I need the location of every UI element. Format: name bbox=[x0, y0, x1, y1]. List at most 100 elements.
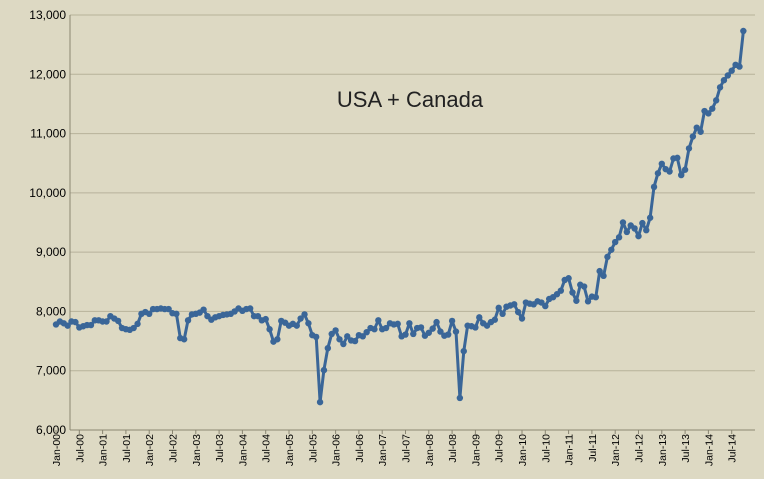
x-tick-label: Jul-04 bbox=[261, 434, 273, 463]
data-point bbox=[712, 97, 720, 104]
data-point bbox=[495, 304, 502, 312]
data-point bbox=[740, 27, 747, 35]
data-point bbox=[646, 214, 654, 221]
data-point bbox=[332, 327, 339, 334]
x-tick-label: Jul-05 bbox=[307, 434, 319, 463]
y-tick-label: 7,000 bbox=[36, 364, 66, 378]
data-point bbox=[297, 315, 304, 322]
data-point bbox=[499, 310, 506, 317]
data-point bbox=[728, 67, 735, 74]
x-tick-label: Jul-09 bbox=[494, 434, 506, 463]
data-point bbox=[650, 183, 658, 191]
y-tick-label: 11,000 bbox=[30, 127, 66, 141]
x-tick-label: Jul-00 bbox=[74, 434, 86, 463]
data-point bbox=[681, 166, 689, 173]
data-point bbox=[425, 329, 432, 336]
data-point bbox=[87, 321, 95, 329]
data-point bbox=[134, 320, 141, 328]
gridlines bbox=[70, 14, 755, 431]
data-point bbox=[340, 340, 347, 348]
data-point bbox=[402, 331, 409, 338]
data-point bbox=[658, 160, 665, 168]
data-point bbox=[685, 145, 693, 152]
x-tick-label: Jan-07 bbox=[377, 434, 389, 466]
data-point bbox=[573, 297, 580, 304]
data-point bbox=[592, 294, 599, 301]
data-point bbox=[254, 312, 262, 320]
data-point bbox=[608, 246, 615, 253]
data-point bbox=[600, 272, 607, 280]
data-point bbox=[716, 84, 724, 91]
x-tick-label: Jul-03 bbox=[214, 434, 226, 463]
data-point bbox=[569, 289, 576, 296]
data-point bbox=[654, 170, 662, 177]
data-point bbox=[274, 336, 281, 343]
data-point bbox=[246, 305, 254, 312]
data-point bbox=[429, 325, 436, 332]
data-point bbox=[460, 347, 467, 355]
data-point bbox=[542, 302, 549, 310]
data-point bbox=[445, 331, 452, 338]
x-tick-label: Jul-13 bbox=[680, 434, 692, 463]
y-tick-label: 6,000 bbox=[36, 423, 66, 437]
data-point bbox=[262, 315, 269, 323]
x-tick-label: Jan-00 bbox=[51, 434, 63, 466]
data-point bbox=[452, 328, 460, 335]
data-point bbox=[184, 317, 192, 324]
y-tick-label: 12,000 bbox=[29, 67, 66, 81]
data-point bbox=[472, 324, 479, 331]
y-tick-label: 13,000 bbox=[29, 8, 66, 22]
data-point bbox=[375, 317, 382, 324]
data-point bbox=[557, 287, 565, 294]
x-tick-label: Jan-05 bbox=[284, 434, 296, 466]
data-point bbox=[448, 317, 456, 325]
data-point bbox=[351, 337, 359, 345]
data-point bbox=[643, 227, 650, 234]
x-tick-label: Jan-04 bbox=[237, 434, 249, 466]
data-point bbox=[476, 314, 483, 321]
data-point bbox=[724, 72, 732, 79]
data-point bbox=[666, 168, 673, 175]
data-point bbox=[697, 128, 704, 135]
data-point bbox=[382, 324, 390, 332]
data-point bbox=[689, 133, 697, 140]
x-tick-label: Jan-13 bbox=[657, 434, 669, 466]
data-point bbox=[736, 63, 743, 70]
x-tick-label: Jul-02 bbox=[168, 434, 180, 463]
data-point bbox=[410, 330, 417, 338]
x-tick-label: Jan-14 bbox=[703, 434, 715, 466]
data-point bbox=[565, 275, 572, 282]
data-point bbox=[514, 308, 522, 316]
data-point bbox=[146, 310, 153, 317]
x-tick-label: Jan-06 bbox=[331, 434, 343, 466]
x-tick-label: Jul-14 bbox=[727, 434, 739, 463]
y-tick-label: 8,000 bbox=[36, 304, 66, 318]
data-point bbox=[693, 124, 700, 131]
data-point bbox=[180, 336, 188, 343]
data-point bbox=[635, 232, 642, 240]
data-point bbox=[406, 320, 413, 327]
x-tick-label: Jul-01 bbox=[121, 434, 133, 463]
x-tick-label: Jan-10 bbox=[517, 434, 529, 466]
data-point bbox=[580, 283, 588, 290]
data-point bbox=[371, 326, 378, 333]
data-point bbox=[678, 171, 685, 179]
data-point bbox=[312, 333, 320, 341]
data-point bbox=[394, 320, 401, 328]
data-point bbox=[301, 311, 308, 318]
x-tick-label: Jan-12 bbox=[610, 434, 622, 466]
data-point bbox=[320, 366, 328, 374]
data-point bbox=[511, 301, 518, 308]
data-point bbox=[316, 398, 324, 406]
data-point bbox=[305, 320, 312, 327]
x-tick-label: Jul-07 bbox=[401, 434, 413, 463]
data-point bbox=[623, 228, 631, 236]
data-point bbox=[709, 105, 716, 112]
data-point bbox=[584, 298, 592, 305]
x-tick-label: Jul-11 bbox=[587, 434, 599, 462]
data-point bbox=[114, 317, 122, 325]
data-point bbox=[266, 326, 273, 333]
series-usa-canada bbox=[52, 27, 747, 406]
y-tick-label: 10,000 bbox=[29, 186, 66, 200]
